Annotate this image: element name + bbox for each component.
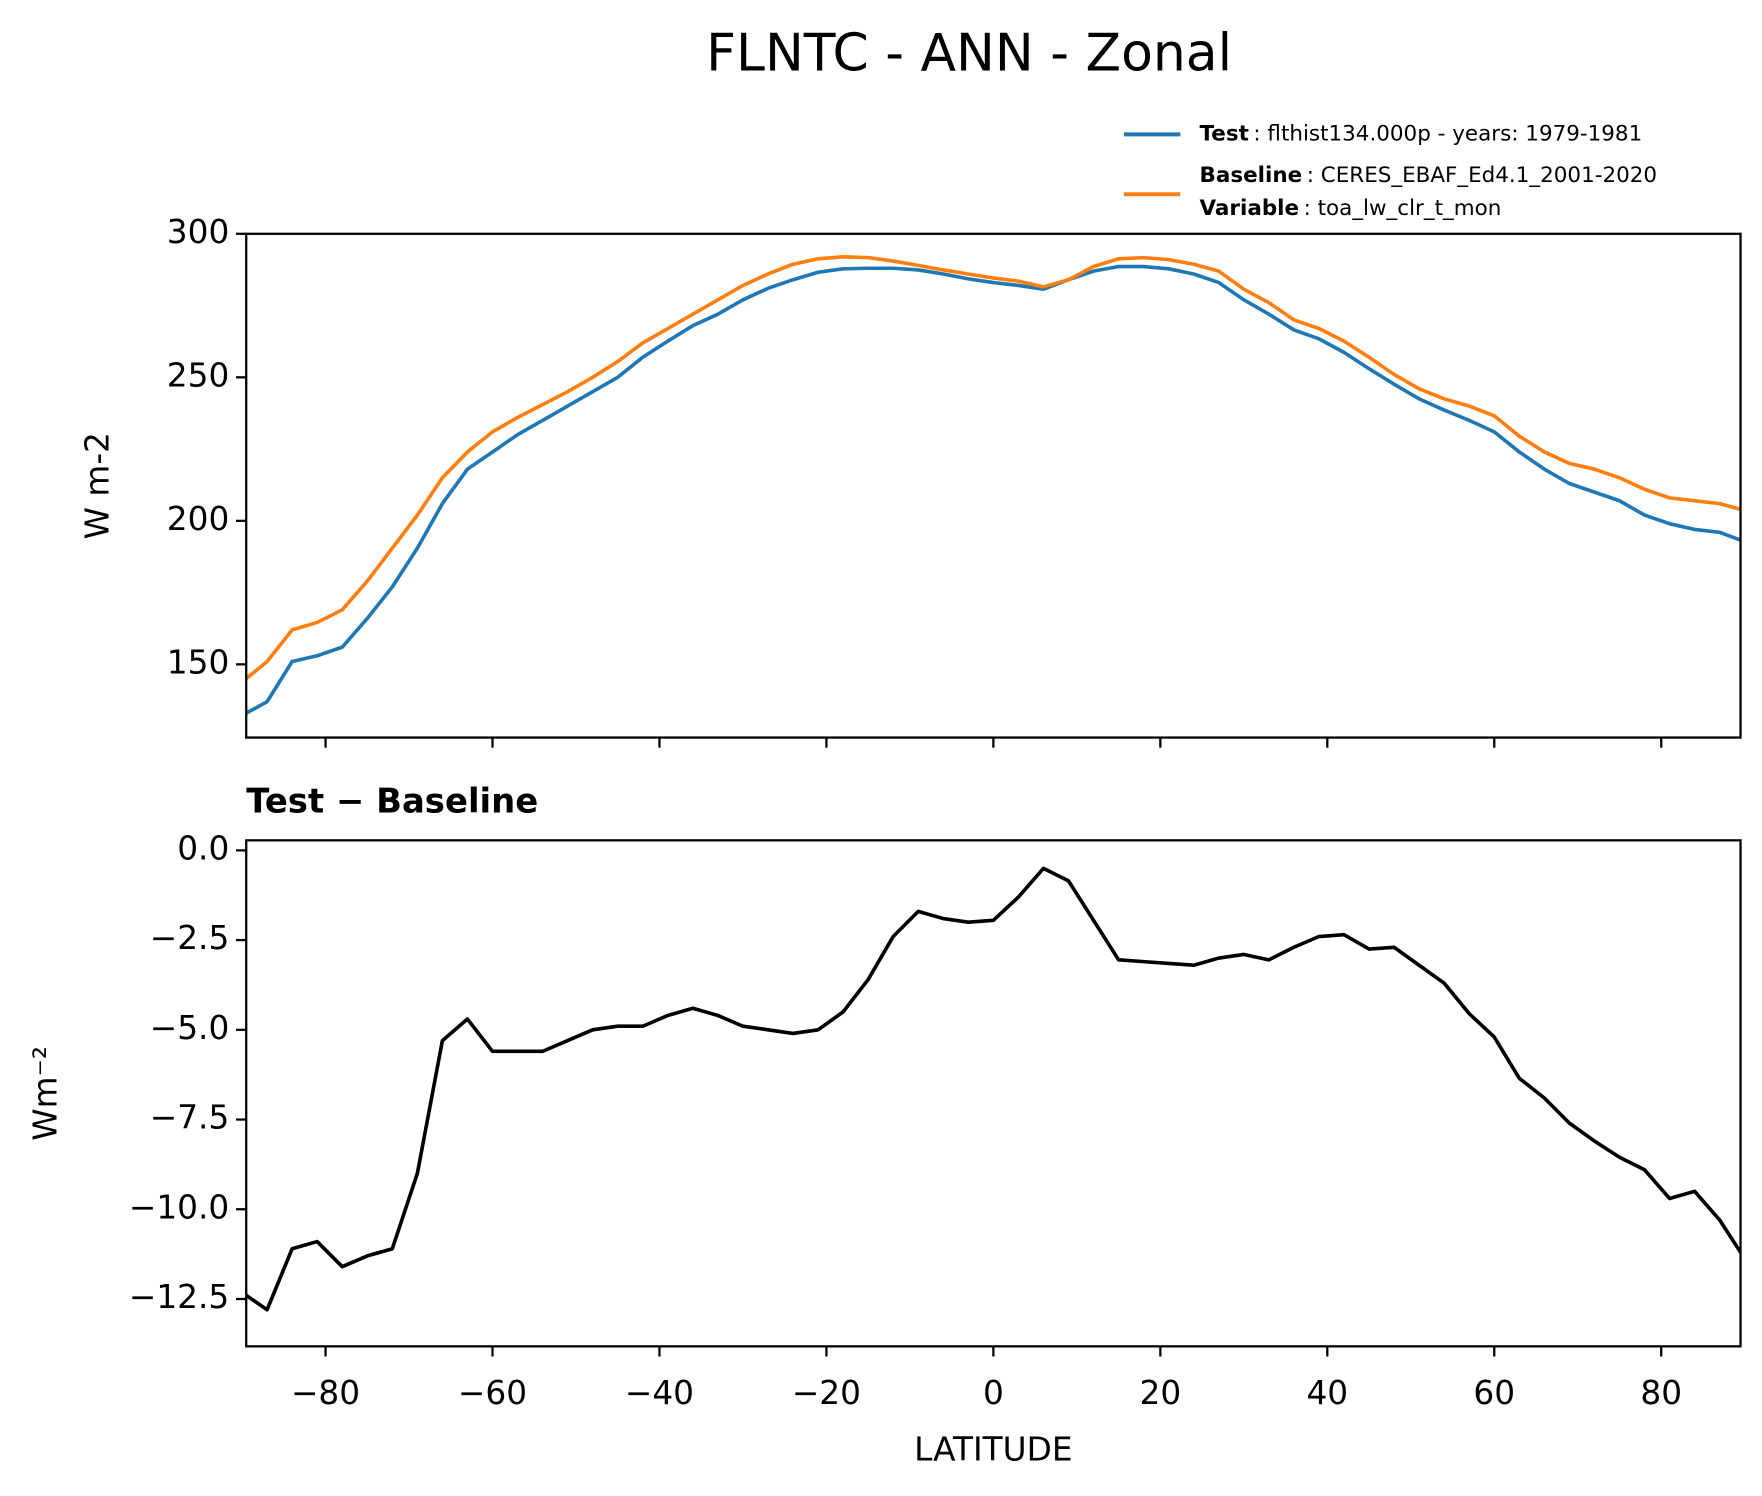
legend-entry: Variable: toa_lw_clr_t_mon: [1200, 196, 1502, 221]
x-tick-label: 0: [983, 1374, 1004, 1412]
data-line: [246, 264, 1741, 715]
legend-name: Baseline: [1200, 163, 1303, 188]
legend-entry: Baseline: CERES_EBAF_Ed4.1_2001-2020: [1200, 163, 1658, 188]
figure-title: FLNTC - ANN - Zonal: [706, 23, 1232, 83]
legend-name: Variable: [1200, 196, 1300, 221]
x-tick-label: −60: [458, 1374, 527, 1412]
axes-frame: [245, 232, 1742, 739]
legend-description: : toa_lw_clr_t_mon: [1304, 196, 1502, 221]
x-tick-label: 20: [1140, 1374, 1182, 1412]
subplot-title: Test − Baseline: [246, 782, 538, 821]
x-tick-label: −40: [625, 1374, 694, 1412]
y-tick-label: 150: [167, 643, 230, 681]
x-tick-label: 60: [1473, 1374, 1515, 1412]
x-tick-label: −20: [792, 1374, 861, 1412]
y-tick-label: −5.0: [150, 1009, 230, 1047]
y-axis-label: Wm⁻²: [26, 1046, 64, 1141]
axes-frame: [245, 839, 1742, 1348]
x-tick-label: 80: [1640, 1374, 1682, 1412]
x-tick-label: −80: [291, 1374, 360, 1412]
y-tick-label: 300: [167, 213, 230, 251]
y-tick-label: −12.5: [129, 1278, 229, 1316]
y-tick-label: 200: [167, 500, 230, 538]
y-tick-label: −2.5: [150, 919, 230, 957]
legend-name: Test: [1200, 121, 1249, 146]
y-tick-label: 250: [167, 356, 230, 394]
legend-entry: Test: flthist134.000p - years: 1979-1981: [1200, 121, 1643, 146]
y-tick-label: −10.0: [129, 1188, 229, 1226]
data-line: [246, 866, 1741, 1312]
y-tick-label: 0.0: [177, 829, 229, 867]
legend-description: : CERES_EBAF_Ed4.1_2001-2020: [1307, 163, 1657, 188]
legend-description: : flthist134.000p - years: 1979-1981: [1253, 121, 1642, 146]
x-axis-label: LATITUDE: [914, 1430, 1072, 1468]
data-line: [246, 254, 1741, 681]
y-axis-label: W m-2: [78, 432, 116, 539]
y-tick-label: −7.5: [150, 1099, 230, 1137]
x-tick-label: 40: [1306, 1374, 1348, 1412]
